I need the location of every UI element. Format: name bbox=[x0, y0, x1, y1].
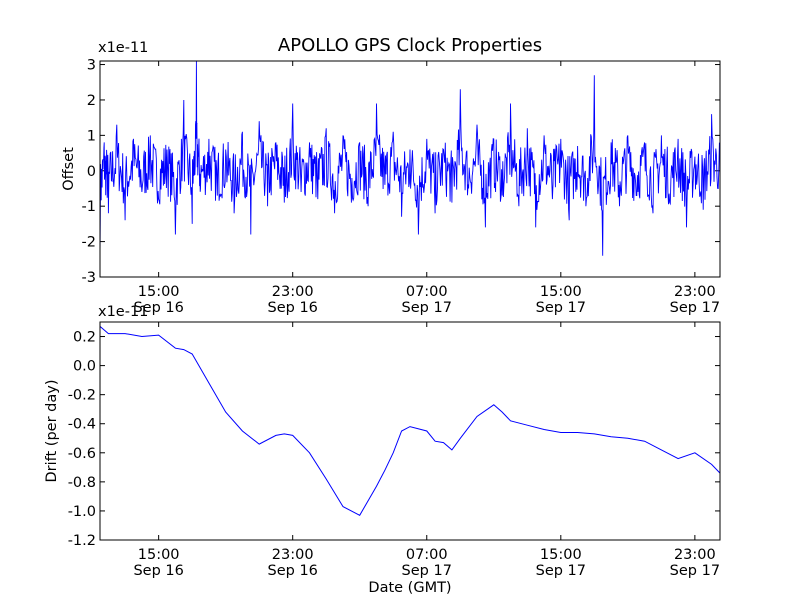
offset-x-tick-date: Sep 16 bbox=[133, 300, 183, 316]
chart-title: APOLLO GPS Clock Properties bbox=[278, 35, 542, 56]
drift-x-tick-time: 23:00 bbox=[674, 547, 716, 563]
offset-y-tick-label: 0 bbox=[87, 164, 96, 180]
drift-y-tick-label: 0.0 bbox=[73, 359, 96, 375]
drift-y-tick-label: -1.2 bbox=[68, 533, 96, 549]
drift-x-tick-date: Sep 17 bbox=[402, 563, 452, 579]
drift-x-tick-time: 23:00 bbox=[272, 547, 314, 563]
offset-y-tick-label: 3 bbox=[87, 58, 96, 74]
drift-multiplier-label: x1e-11 bbox=[98, 304, 148, 320]
offset-y-ticks: -3 -2 -1 0 1 2 3 bbox=[82, 58, 720, 286]
offset-x-tick-date: Sep 17 bbox=[536, 300, 586, 316]
offset-x-tick-date: Sep 17 bbox=[670, 300, 720, 316]
drift-x-tick-time: 15:00 bbox=[540, 547, 582, 563]
drift-y-tick-label: -0.4 bbox=[68, 417, 96, 433]
drift-y-tick-label: -0.2 bbox=[68, 388, 96, 404]
offset-multiplier-label: x1e-11 bbox=[98, 40, 148, 56]
drift-x-tick-date: Sep 17 bbox=[536, 563, 586, 579]
offset-y-axis-label: Offset bbox=[61, 147, 77, 191]
offset-y-tick-label: 1 bbox=[87, 128, 96, 144]
drift-plot: -1.2-1.0-0.8-0.6-0.4-0.20.00.2 15:00Sep … bbox=[68, 321, 721, 579]
offset-series-line bbox=[99, 60, 721, 256]
offset-x-tick-date: Sep 17 bbox=[402, 300, 452, 316]
drift-x-tick-date: Sep 16 bbox=[133, 563, 183, 579]
drift-series-line bbox=[99, 326, 721, 516]
offset-y-tick-label: -3 bbox=[82, 270, 96, 286]
drift-y-ticks: -1.2 -1.0 -0.8 -0.6 -0.4 -0.2 0.0 0.2 bbox=[68, 330, 720, 549]
drift-y-axis-label: Drift (per day) bbox=[44, 380, 60, 483]
drift-x-tick-time: 15:00 bbox=[138, 547, 180, 563]
offset-y-tick-label: -1 bbox=[82, 199, 96, 215]
drift-x-tick-date: Sep 16 bbox=[268, 563, 318, 579]
drift-x-tick-date: Sep 17 bbox=[670, 563, 720, 579]
offset-x-tick-time: 15:00 bbox=[138, 284, 180, 300]
drift-y-tick-label: -1.0 bbox=[68, 504, 96, 520]
drift-x-axis-label: Date (GMT) bbox=[368, 580, 451, 596]
drift-y-tick-label: -0.8 bbox=[68, 475, 96, 491]
drift-y-tick-label: -0.6 bbox=[68, 446, 96, 462]
offset-x-tick-time: 07:00 bbox=[406, 284, 448, 300]
drift-x-tick-time: 07:00 bbox=[406, 547, 448, 563]
offset-x-tick-time: 15:00 bbox=[540, 284, 582, 300]
offset-x-tick-time: 23:00 bbox=[272, 284, 314, 300]
offset-y-tick-label: 2 bbox=[87, 93, 96, 109]
offset-y-tick-label: -2 bbox=[82, 235, 96, 251]
offset-x-tick-time: 23:00 bbox=[674, 284, 716, 300]
offset-plot-frame bbox=[99, 60, 721, 278]
offset-x-tick-date: Sep 16 bbox=[268, 300, 318, 316]
drift-y-tick-label: 0.2 bbox=[73, 330, 96, 346]
drift-plot-frame bbox=[99, 321, 721, 541]
